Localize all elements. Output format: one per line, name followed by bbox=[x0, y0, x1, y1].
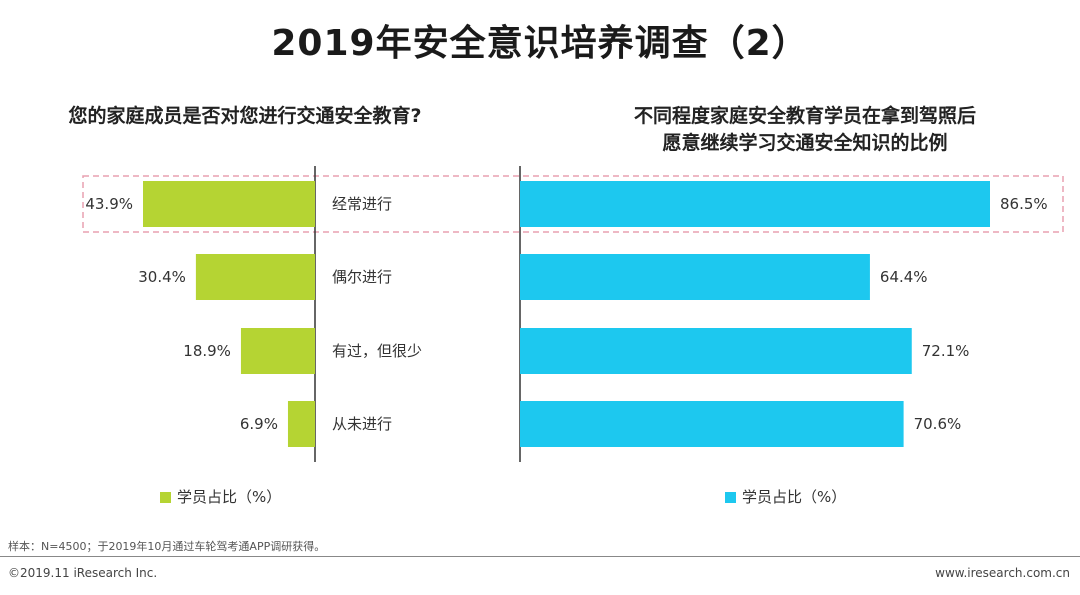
category-label: 经常进行 bbox=[332, 195, 392, 213]
right-legend-label: 学员占比（%） bbox=[742, 488, 847, 506]
left-legend-swatch bbox=[160, 492, 171, 503]
category-label: 从未进行 bbox=[332, 415, 392, 433]
right-chart-title: 不同程度家庭安全教育学员在拿到驾照后 愿意继续学习交通安全知识的比例 bbox=[560, 103, 1050, 157]
highlight-box bbox=[82, 175, 1064, 233]
right-bar bbox=[520, 401, 904, 447]
left-bar-value-label: 18.9% bbox=[183, 342, 231, 360]
website: www.iresearch.com.cn bbox=[935, 566, 1070, 580]
right-bar-value-label: 70.6% bbox=[914, 415, 962, 433]
right-bar-value-label: 72.1% bbox=[922, 342, 970, 360]
left-bar bbox=[143, 181, 315, 227]
right-legend-swatch bbox=[725, 492, 736, 503]
category-label: 有过，但很少 bbox=[332, 342, 422, 360]
right-bar bbox=[520, 328, 912, 374]
left-bar-value-label: 30.4% bbox=[138, 268, 186, 286]
right-chart-title-line-1: 不同程度家庭安全教育学员在拿到驾照后 bbox=[633, 105, 976, 127]
sample-note: 样本：N=4500；于2019年10月通过车轮驾考通APP调研获得。 bbox=[8, 540, 326, 553]
left-bar-value-label: 43.9% bbox=[85, 195, 133, 213]
left-bar-value-label: 6.9% bbox=[240, 415, 278, 433]
copyright: ©2019.11 iResearch Inc. bbox=[8, 566, 158, 580]
bar-charts: 43.9% 经常进行 30.4% 偶尔进行 18.9% 有过，但很少 6.9% 从未进行 86.… bbox=[82, 166, 1064, 462]
right-bar bbox=[520, 181, 990, 227]
category-label: 偶尔进行 bbox=[332, 268, 392, 286]
right-bar-value-label: 86.5% bbox=[1000, 195, 1048, 213]
left-bar bbox=[287, 401, 315, 447]
left-legend: 学员占比（%） bbox=[160, 486, 281, 507]
page-title: 2019年安全意识培养调查（2） bbox=[271, 23, 809, 64]
footer-divider bbox=[0, 556, 1080, 557]
left-legend-label: 学员占比（%） bbox=[177, 488, 282, 506]
left-bar bbox=[195, 254, 315, 300]
left-bar bbox=[240, 328, 315, 374]
right-chart-title-line-2: 愿意继续学习交通安全知识的比例 bbox=[662, 132, 948, 154]
right-bar-value-label: 64.4% bbox=[880, 268, 928, 286]
right-bar bbox=[520, 254, 870, 300]
left-chart-title: 您的家庭成员是否对您进行交通安全教育? bbox=[68, 105, 422, 127]
right-legend: 学员占比（%） bbox=[725, 486, 846, 507]
